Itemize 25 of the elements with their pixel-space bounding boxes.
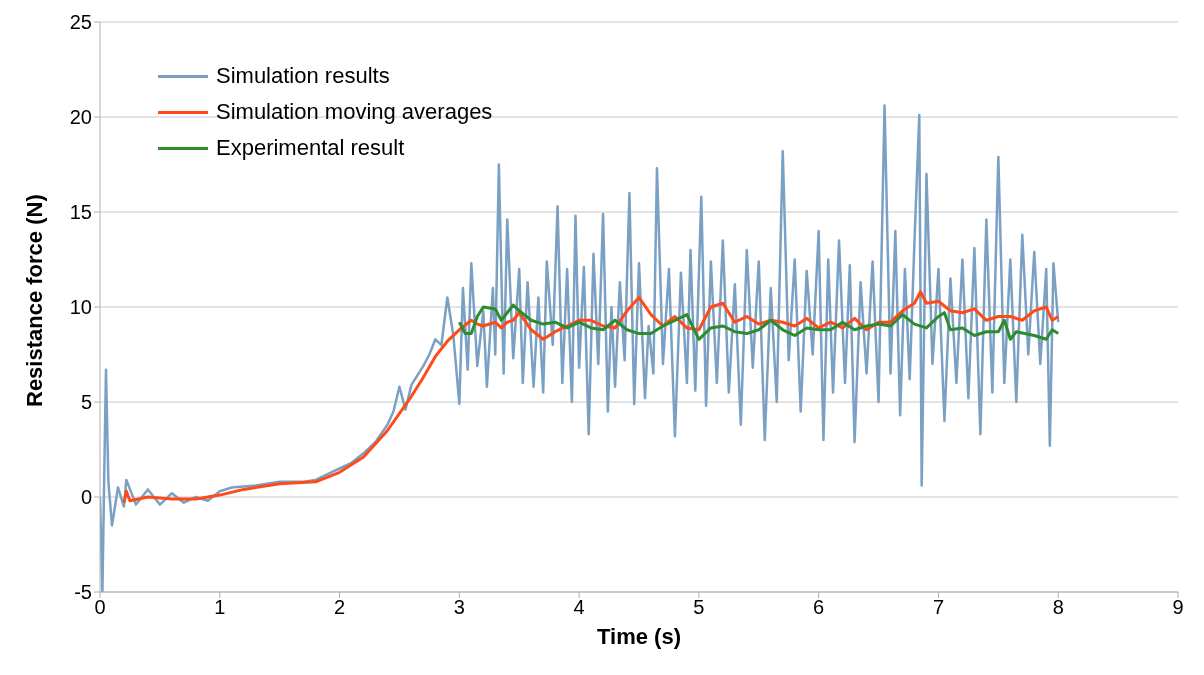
y-tick-label: 25 [69, 11, 92, 34]
x-tick-label: 9 [1172, 596, 1184, 619]
x-tick-label: 0 [94, 596, 106, 619]
legend-label: Experimental result [216, 134, 405, 162]
y-tick-label: 10 [69, 296, 92, 319]
x-tick-label: 1 [214, 596, 226, 619]
legend-label: Simulation results [216, 62, 390, 90]
line-series [457, 303, 1060, 341]
x-tick-label: 6 [813, 596, 825, 619]
x-tick-label: 2 [333, 596, 346, 619]
y-tick-label: 20 [69, 106, 92, 129]
x-axis-title: Time (s) [597, 624, 681, 649]
x-tick-label: 7 [932, 596, 945, 619]
y-tick-label: -5 [74, 581, 92, 604]
x-tick-label: 3 [453, 596, 465, 619]
x-tick-label: 5 [693, 596, 705, 619]
y-tick-label: 0 [80, 486, 92, 509]
x-tick-label: 8 [1052, 596, 1064, 619]
y-axis-title: Resistance force (N) [21, 194, 47, 407]
y-tick-label: 15 [69, 201, 92, 224]
line-series [100, 104, 1060, 592]
legend-label: Simulation moving averages [216, 98, 493, 126]
y-tick-label: 5 [80, 391, 92, 414]
line-series [122, 290, 1060, 505]
x-tick-label: 4 [573, 596, 585, 619]
